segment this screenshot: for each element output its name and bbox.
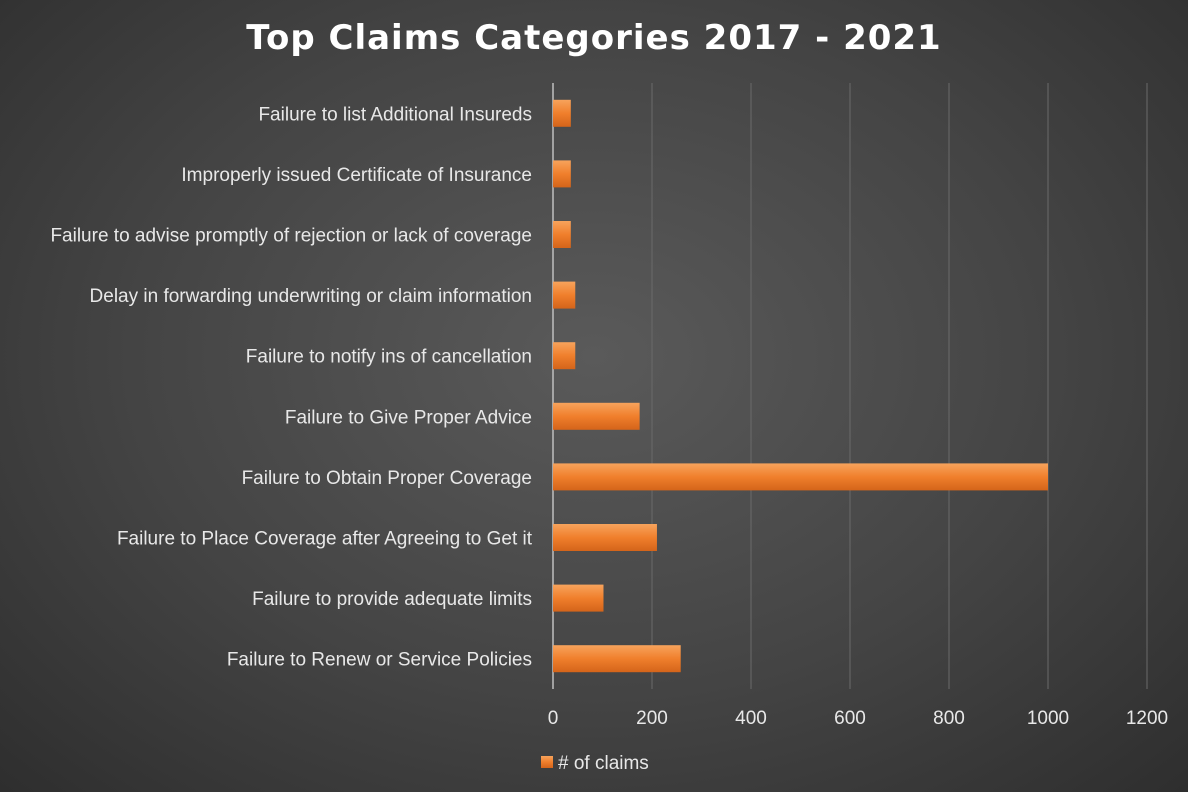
x-tick-label: 600 [834,708,866,729]
x-tick-label: 400 [735,708,767,729]
category-label: Failure to Obtain Proper Coverage [242,468,532,489]
bar [553,99,571,127]
bar [553,584,604,612]
x-axis-tick-labels: 0 200 400 600 800 1000 1200 [548,708,1168,729]
bar [553,524,657,551]
category-label: Failure to Renew or Service Policies [227,650,532,671]
legend: # of claims [541,753,649,774]
legend-label: # of claims [558,753,649,774]
category-label: Delay in forwarding underwriting or clai… [90,286,532,307]
bar [553,221,571,248]
gridlines [552,83,1148,689]
bar [553,281,576,309]
legend-swatch [541,756,553,768]
bar [553,342,576,370]
category-label: Failure to Place Coverage after Agreeing… [117,529,533,550]
category-label: Failure to Give Proper Advice [285,407,532,428]
bar [553,645,681,673]
bar [553,463,1048,491]
bars [553,99,1048,673]
category-label: Failure to advise promptly of rejection … [50,226,532,247]
chart-title: Top Claims Categories 2017 - 2021 [246,18,941,58]
x-tick-label: 0 [548,708,559,729]
category-label: Failure to notify ins of cancellation [246,347,532,368]
x-tick-label: 200 [636,708,668,729]
category-label: Failure to provide adequate limits [252,589,532,610]
category-labels: Failure to list Additional Insureds Impro… [50,104,532,670]
x-tick-label: 1200 [1126,708,1168,729]
x-tick-label: 800 [933,708,965,729]
category-label: Improperly issued Certificate of Insuran… [181,165,532,186]
x-tick-label: 1000 [1027,708,1069,729]
bar [553,160,571,188]
bar [553,402,640,430]
category-label: Failure to list Additional Insureds [258,104,532,125]
